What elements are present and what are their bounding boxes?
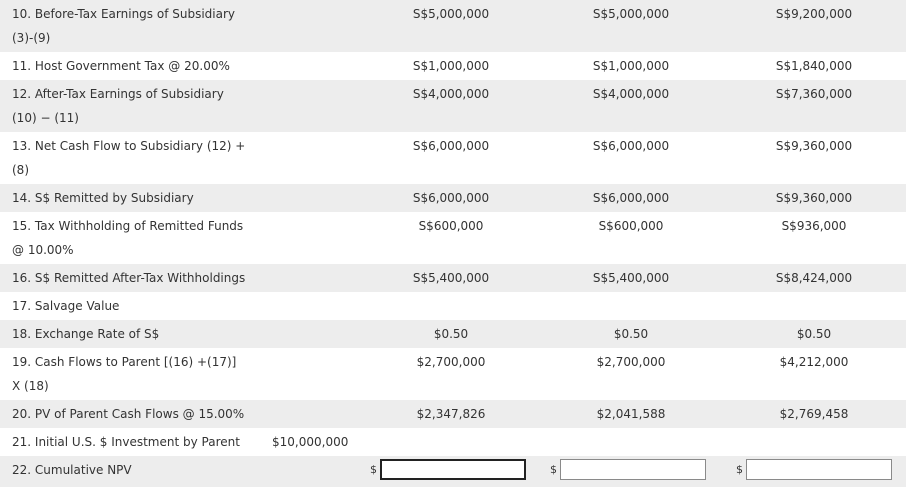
year2-value bbox=[540, 428, 722, 456]
initial-value bbox=[263, 400, 362, 428]
row-label: 15. Tax Withholding of Remitted Funds bbox=[12, 219, 244, 233]
npv-year3-input[interactable] bbox=[746, 459, 892, 480]
row-label: 21. Initial U.S. $ Investment by Parent bbox=[12, 435, 240, 449]
year2-value bbox=[540, 292, 722, 320]
year2-value: S$6,000,000 bbox=[592, 139, 670, 153]
year3-value: S$1,840,000 bbox=[775, 59, 853, 73]
row-label-formula: @ 10.00% bbox=[12, 243, 74, 257]
year2-value: S$4,000,000 bbox=[540, 80, 722, 132]
year1-value bbox=[362, 428, 540, 456]
year1-value: $2,347,826 bbox=[362, 400, 540, 428]
row-label: 20. PV of Parent Cash Flows @ 15.00% bbox=[0, 400, 263, 428]
year2-value: S$6,000,000 bbox=[540, 184, 722, 212]
row-label: 14. S$ Remitted by Subsidiary bbox=[0, 184, 263, 212]
year2-value: S$600,000 bbox=[598, 219, 664, 233]
initial-value bbox=[263, 320, 362, 348]
year1-value: S$5,400,000 bbox=[362, 264, 540, 292]
cumulative-npv-row: 22. Cumulative NPV $ $ $ bbox=[0, 456, 906, 487]
year3-value bbox=[722, 292, 906, 320]
npv-year2-input[interactable] bbox=[560, 459, 706, 480]
table-row: 17. Salvage Value bbox=[0, 292, 906, 320]
table-row: 21. Initial U.S. $ Investment by Parent … bbox=[0, 428, 906, 456]
currency-symbol: $ bbox=[736, 463, 743, 476]
year1-value: S$600,000 bbox=[418, 219, 484, 233]
year1-value: S$1,000,000 bbox=[412, 59, 490, 73]
table-row: 10. Before-Tax Earnings of Subsidiary (3)… bbox=[0, 0, 906, 52]
year3-value: S$7,360,000 bbox=[722, 80, 906, 132]
year3-value: S$9,360,000 bbox=[722, 184, 906, 212]
table-row: 14. S$ Remitted by Subsidiary S$6,000,00… bbox=[0, 184, 906, 212]
table-row: 13. Net Cash Flow to Subsidiary (12) + (8… bbox=[0, 132, 906, 184]
year2-value: $2,041,588 bbox=[540, 400, 722, 428]
year1-value: S$4,000,000 bbox=[362, 80, 540, 132]
year1-value: $2,700,000 bbox=[416, 355, 486, 369]
table-row: 19. Cash Flows to Parent [(16) +(17)] X (… bbox=[0, 348, 906, 400]
row-label-formula: (3)-(9) bbox=[12, 31, 51, 45]
row-label: 18. Exchange Rate of S$ bbox=[0, 320, 263, 348]
initial-value bbox=[263, 264, 362, 292]
year1-value bbox=[362, 292, 540, 320]
npv-year1-input[interactable] bbox=[380, 459, 526, 480]
year3-value: $0.50 bbox=[722, 320, 906, 348]
currency-symbol: $ bbox=[550, 463, 557, 476]
year2-value: S$5,400,000 bbox=[540, 264, 722, 292]
table-row: 20. PV of Parent Cash Flows @ 15.00% $2,… bbox=[0, 400, 906, 428]
year3-value: S$9,360,000 bbox=[775, 139, 853, 153]
row-label: 16. S$ Remitted After-Tax Withholdings bbox=[0, 264, 263, 292]
row-label: 13. Net Cash Flow to Subsidiary (12) + bbox=[12, 139, 246, 153]
row-label: 10. Before-Tax Earnings of Subsidiary bbox=[12, 7, 236, 21]
initial-value bbox=[263, 292, 362, 320]
row-label: 12. After-Tax Earnings of Subsidiary bbox=[12, 87, 224, 101]
initial-value bbox=[263, 348, 362, 400]
row-label-formula: (8) bbox=[12, 163, 29, 177]
initial-value bbox=[263, 132, 362, 184]
year3-value: S$9,200,000 bbox=[722, 0, 906, 52]
initial-value bbox=[263, 0, 362, 52]
row-label: 17. Salvage Value bbox=[12, 299, 120, 313]
initial-value bbox=[263, 212, 362, 264]
table-row: 15. Tax Withholding of Remitted Funds @ 1… bbox=[0, 212, 906, 264]
initial-value bbox=[263, 184, 362, 212]
year3-value: $4,212,000 bbox=[779, 355, 849, 369]
row-label: 11. Host Government Tax @ 20.00% bbox=[12, 59, 230, 73]
initial-value bbox=[263, 52, 362, 80]
year2-value: S$1,000,000 bbox=[592, 59, 670, 73]
year3-value bbox=[722, 428, 906, 456]
year1-value: S$6,000,000 bbox=[362, 184, 540, 212]
currency-symbol: $ bbox=[370, 463, 377, 476]
year3-value: S$8,424,000 bbox=[722, 264, 906, 292]
year3-value: S$936,000 bbox=[781, 219, 847, 233]
initial-value: $10,000,000 bbox=[272, 435, 349, 449]
table-row: 11. Host Government Tax @ 20.00% S$1,000… bbox=[0, 52, 906, 80]
year1-value: $0.50 bbox=[362, 320, 540, 348]
table-row: 12. After-Tax Earnings of Subsidiary (10)… bbox=[0, 80, 906, 132]
row-label: 22. Cumulative NPV bbox=[0, 456, 263, 487]
year1-value: S$6,000,000 bbox=[412, 139, 490, 153]
year3-value: $2,769,458 bbox=[722, 400, 906, 428]
row-label-formula: X (18) bbox=[12, 379, 49, 393]
row-label-formula: (10) − (11) bbox=[12, 111, 79, 125]
initial-value bbox=[263, 80, 362, 132]
table-row: 18. Exchange Rate of S$ $0.50 $0.50 $0.5… bbox=[0, 320, 906, 348]
year2-value: S$5,000,000 bbox=[540, 0, 722, 52]
year2-value: $0.50 bbox=[540, 320, 722, 348]
year1-value: S$5,000,000 bbox=[362, 0, 540, 52]
table-row: 16. S$ Remitted After-Tax Withholdings S… bbox=[0, 264, 906, 292]
row-label: 19. Cash Flows to Parent [(16) +(17)] bbox=[12, 355, 237, 369]
year2-value: $2,700,000 bbox=[596, 355, 666, 369]
